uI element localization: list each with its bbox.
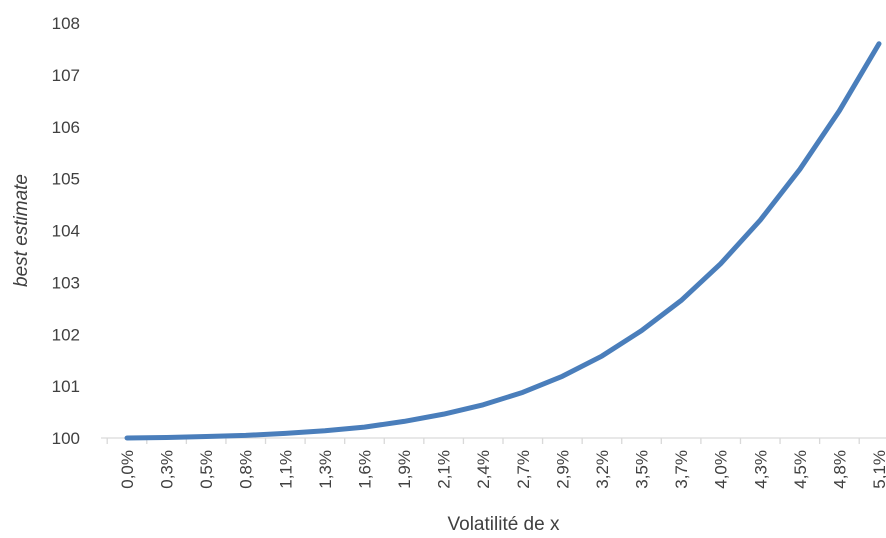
x-tick-label: 4,0% [712, 450, 731, 489]
y-tick-label: 104 [52, 222, 80, 241]
x-tick-label: 3,5% [633, 450, 652, 489]
x-axis-tickmarks [106, 438, 860, 444]
x-tick-label: 0,8% [237, 450, 256, 489]
y-tick-label: 105 [52, 170, 80, 189]
y-tick-label: 107 [52, 66, 80, 85]
series-line [124, 41, 882, 441]
x-tick-label: 1,9% [395, 450, 414, 489]
x-tick-label: 1,3% [316, 450, 335, 489]
x-tick-label: 4,5% [791, 450, 810, 489]
x-axis-ticks: 0,0% 0,3% 0,5% 0,8% 1,1% 1,3% 1,6% 1,9% 2,1% 2,4%… [118, 450, 886, 489]
x-tick-label: 2,1% [435, 450, 454, 489]
y-tick-label: 101 [52, 377, 80, 396]
x-tick-label: 0,3% [158, 450, 177, 489]
x-tick-label: 3,2% [593, 450, 612, 489]
y-axis-label: best estimate [11, 174, 32, 287]
x-tick-label: 2,9% [553, 450, 572, 489]
x-axis-label: Volatilité de x [448, 514, 560, 535]
x-tick-label: 5,1% [870, 450, 886, 489]
x-tick-label: 4,3% [751, 450, 770, 489]
x-tick-label: 4,8% [830, 450, 849, 489]
y-tick-label: 106 [52, 118, 80, 137]
y-axis-ticks: 100 101 102 103 104 105 106 107 108 [52, 14, 80, 448]
x-tick-label: 1,6% [355, 450, 374, 489]
x-tick-label: 3,7% [672, 450, 691, 489]
y-tick-label: 102 [52, 325, 80, 344]
y-tick-label: 103 [52, 273, 80, 292]
x-tick-label: 2,4% [474, 450, 493, 489]
x-tick-label: 2,7% [514, 450, 533, 489]
x-tick-label: 1,1% [276, 450, 295, 489]
x-tick-label: 0,0% [118, 450, 137, 489]
y-tick-label: 108 [52, 14, 80, 33]
x-tick-label: 0,5% [197, 450, 216, 489]
y-tick-label: 100 [52, 429, 80, 448]
